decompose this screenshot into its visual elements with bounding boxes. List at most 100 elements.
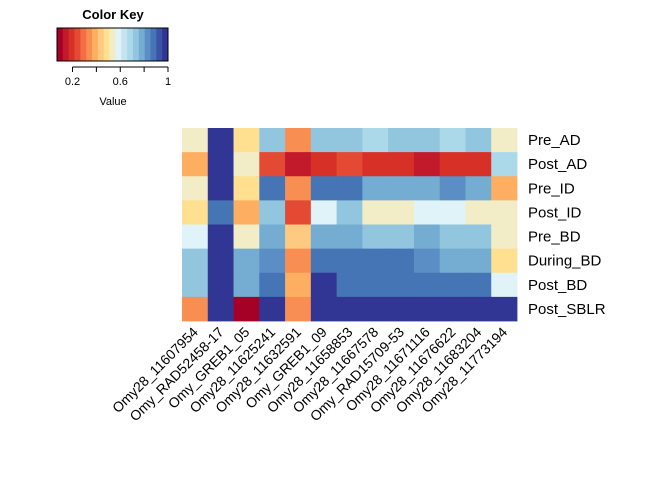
color-key-title: Color Key	[82, 7, 144, 22]
color-key-swatch	[74, 28, 81, 61]
heatmap-cell	[465, 200, 492, 225]
heatmap-cell	[310, 200, 338, 225]
heatmap-cell	[413, 200, 441, 225]
color-key-swatch	[156, 28, 163, 61]
heatmap-cell	[285, 200, 312, 225]
heatmap-cell	[413, 176, 441, 201]
heatmap-cell	[259, 272, 286, 298]
color-key-swatch	[138, 28, 145, 61]
heatmap-cell	[491, 152, 518, 177]
heatmap-cell	[465, 224, 492, 250]
color-key-bar	[56, 27, 169, 62]
color-key-swatch	[68, 28, 75, 61]
heatmap-cell	[465, 152, 492, 177]
heatmap-cell	[362, 296, 389, 322]
heatmap-cell	[233, 200, 260, 225]
heatmap-cell	[207, 224, 234, 250]
heatmap-cell	[207, 152, 234, 177]
heatmap-cell	[388, 272, 415, 298]
heatmap-cell	[388, 176, 415, 201]
heatmap-cell	[207, 296, 234, 322]
color-key: Color Key 0.2 0.6 1 Value	[56, 7, 171, 108]
heatmap-cell	[310, 176, 338, 201]
heatmap-cell	[207, 128, 234, 153]
heatmap-cell	[259, 152, 286, 177]
heatmap-cell	[207, 200, 234, 225]
heatmap-cell	[439, 224, 466, 250]
heatmap-cell	[285, 224, 312, 250]
heatmap-cell	[491, 176, 518, 201]
heatmap-cell	[491, 272, 518, 298]
heatmap-cell	[336, 152, 363, 177]
row-label: Post_SBLR	[528, 301, 606, 318]
color-key-swatch	[57, 28, 64, 61]
heatmap-cell	[182, 272, 209, 298]
color-key-ticks: 0.2 0.6 1	[65, 66, 171, 88]
heatmap-cell	[362, 128, 389, 153]
heatmap-cell	[439, 128, 466, 153]
heatmap-cell	[182, 224, 209, 250]
heatmap-cell	[362, 224, 389, 250]
heatmap-cell	[259, 200, 286, 225]
heatmap-cell	[336, 176, 363, 201]
heatmap-cell	[336, 248, 363, 274]
heatmap-cell	[439, 176, 466, 201]
heatmap-cell	[388, 200, 415, 225]
heatmap-cell	[413, 272, 441, 298]
heatmap-cell	[439, 200, 466, 225]
color-key-swatch	[92, 28, 99, 61]
heatmap-cells	[182, 128, 518, 322]
heatmap-cell	[465, 272, 492, 298]
heatmap-cell	[310, 272, 338, 298]
heatmap-cell	[310, 128, 338, 153]
heatmap-cell	[439, 152, 466, 177]
heatmap-cell	[491, 248, 518, 274]
heatmap-cell	[465, 296, 492, 322]
heatmap-cell	[310, 296, 338, 322]
heatmap-cell	[439, 272, 466, 298]
heatmap-cell	[362, 152, 389, 177]
heatmap-cell	[233, 296, 260, 322]
heatmap-cell	[336, 128, 363, 153]
heatmap-cell	[207, 272, 234, 298]
color-key-swatch	[62, 28, 69, 61]
heatmap-cell	[413, 248, 441, 274]
color-key-swatch	[86, 28, 93, 61]
color-key-tick-label: 1	[165, 76, 171, 88]
heatmap-cell	[259, 224, 286, 250]
color-key-tick-label: 0.6	[113, 76, 128, 88]
heatmap-cell	[491, 296, 518, 322]
heatmap-cell	[336, 224, 363, 250]
heatmap-cell	[336, 272, 363, 298]
heatmap-cell	[285, 248, 312, 274]
heatmap-cell	[182, 296, 209, 322]
heatmap-cell	[388, 224, 415, 250]
heatmap-cell	[439, 296, 466, 322]
heatmap-cell	[362, 176, 389, 201]
color-key-swatch	[127, 28, 134, 61]
heatmap-cell	[207, 248, 234, 274]
color-key-swatch	[162, 28, 169, 61]
color-key-xlabel: Value	[99, 96, 126, 108]
row-label: Pre_ID	[528, 180, 575, 197]
color-key-tick-label: 0.2	[65, 76, 80, 88]
heatmap-cell	[233, 272, 260, 298]
heatmap-cell	[413, 224, 441, 250]
heatmap-cell	[336, 296, 363, 322]
row-label: During_BD	[528, 253, 602, 270]
row-label: Post_AD	[528, 156, 587, 173]
heatmap-cell	[491, 224, 518, 250]
heatmap-cell	[388, 296, 415, 322]
color-key-swatch	[109, 28, 116, 61]
color-key-swatch	[103, 28, 110, 61]
heatmap-cell	[259, 176, 286, 201]
heatmap-cell	[233, 224, 260, 250]
heatmap-cell	[310, 152, 338, 177]
heatmap-cell	[362, 248, 389, 274]
row-label: Pre_AD	[528, 132, 581, 149]
heatmap-cell	[285, 272, 312, 298]
heatmap-cell	[233, 248, 260, 274]
color-key-swatch	[144, 28, 151, 61]
heatmap-cell	[285, 128, 312, 153]
color-key-swatch	[115, 28, 122, 61]
